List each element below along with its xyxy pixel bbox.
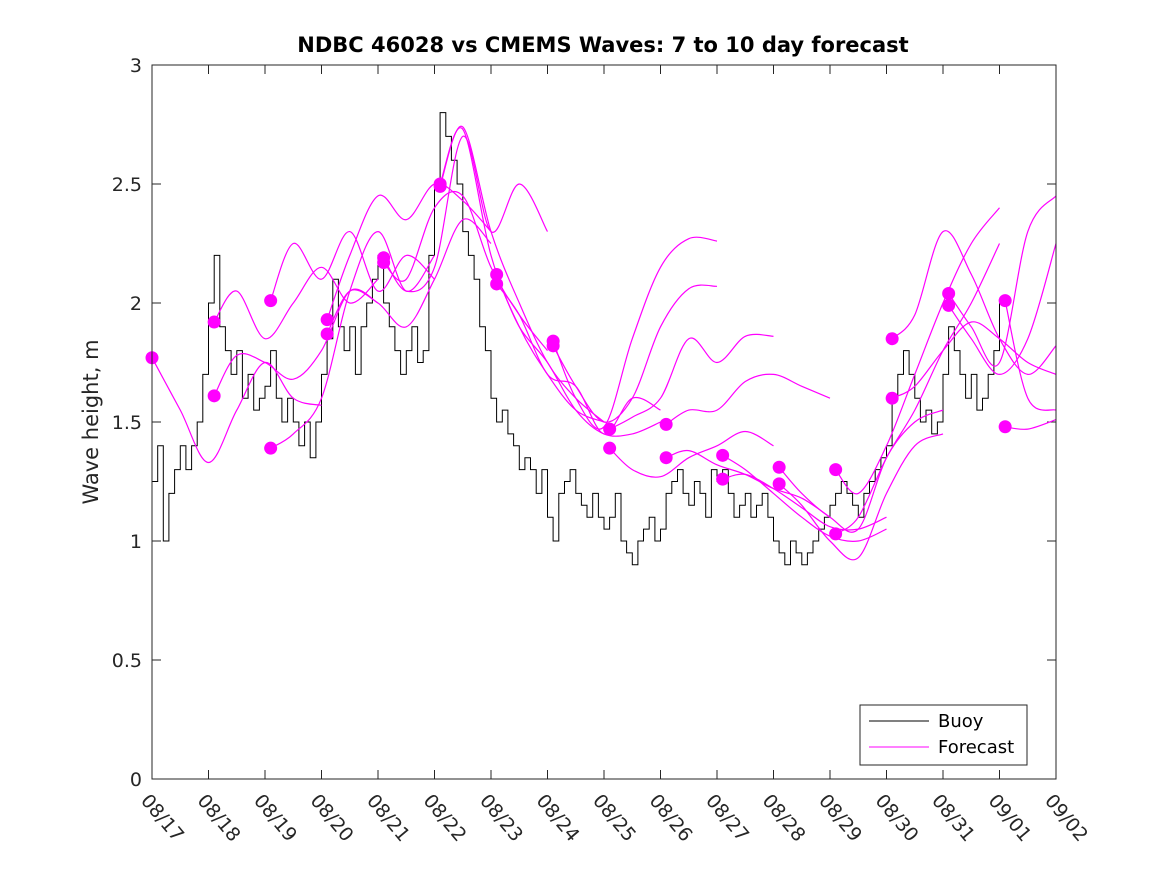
forecast-series-line-11 xyxy=(496,274,661,437)
forecast-start-marker-15 xyxy=(603,422,617,436)
forecast-start-marker-2 xyxy=(207,315,221,329)
y-tick-label: 1.5 xyxy=(112,412,142,434)
forecast-start-marker-19 xyxy=(716,448,730,462)
forecast-series-line-28 xyxy=(948,243,1057,376)
forecast-series-line-19 xyxy=(722,454,887,542)
forecast-start-marker-24 xyxy=(829,527,843,541)
y-tick-label: 0.5 xyxy=(112,650,142,672)
forecast-series-line-23 xyxy=(835,207,1000,495)
y-tick-label: 2 xyxy=(130,293,142,315)
forecast-series-line-0 xyxy=(151,357,322,464)
forecast-start-marker-8 xyxy=(377,256,391,270)
legend-box xyxy=(859,704,1028,766)
series-layer xyxy=(145,112,1057,566)
forecast-series-line-7 xyxy=(383,135,549,293)
forecast-series-line-5 xyxy=(326,182,492,320)
forecast-start-marker-16 xyxy=(603,441,617,455)
forecast-series-line-22 xyxy=(778,433,944,561)
forecast-series-line-21 xyxy=(778,409,944,533)
forecast-start-marker-10 xyxy=(433,177,447,191)
forecast-series-line-13 xyxy=(552,236,718,430)
legend-forecast-label: Forecast xyxy=(938,737,1014,758)
forecast-series-line-25 xyxy=(891,230,1057,375)
forecast-series-line-16 xyxy=(609,430,774,478)
y-axis-label: Wave height, m xyxy=(79,339,103,504)
forecast-start-marker-17 xyxy=(659,417,673,431)
forecast-series-line-29 xyxy=(1004,300,1057,411)
forecast-series-line-14 xyxy=(552,284,718,423)
forecast-start-marker-12 xyxy=(490,277,504,291)
forecast-start-marker-20 xyxy=(716,472,730,486)
y-tick-label: 2.5 xyxy=(112,174,142,196)
plot-frame xyxy=(151,64,1057,780)
forecast-start-marker-5 xyxy=(320,313,334,327)
legend: Buoy Forecast xyxy=(859,704,1028,766)
forecast-start-marker-3 xyxy=(264,294,278,308)
buoy-series-line xyxy=(152,112,1006,566)
forecast-series-line-2 xyxy=(213,266,379,340)
forecast-start-marker-30 xyxy=(998,420,1012,434)
forecast-start-marker-6 xyxy=(320,327,334,341)
forecast-start-marker-1 xyxy=(207,389,221,403)
forecast-series-line-6 xyxy=(326,218,492,335)
forecast-series-line-15 xyxy=(609,333,774,430)
forecast-series-line-27 xyxy=(948,195,1057,367)
y-axis: 0 0.5 1 1.5 2 2.5 3 xyxy=(112,55,1056,791)
forecast-start-marker-4 xyxy=(264,441,278,455)
forecast-series-line-24 xyxy=(835,243,1001,535)
forecast-start-marker-18 xyxy=(659,451,673,465)
y-tick-label: 3 xyxy=(130,55,142,77)
y-tick-label: 0 xyxy=(130,769,142,791)
forecast-start-marker-14 xyxy=(546,339,560,353)
forecast-start-marker-26 xyxy=(885,391,899,405)
y-tick-label: 1 xyxy=(130,531,142,553)
forecast-start-marker-27 xyxy=(942,286,956,300)
forecast-start-marker-28 xyxy=(942,298,956,312)
forecast-series-line-17 xyxy=(665,373,831,425)
forecast-start-marker-25 xyxy=(885,332,899,346)
forecast-start-marker-21 xyxy=(772,460,786,474)
forecast-series-line-3 xyxy=(270,231,435,301)
forecast-start-marker-29 xyxy=(998,294,1012,308)
forecast-series-line-26 xyxy=(891,321,1057,399)
chart-title: NDBC 46028 vs CMEMS Waves: 7 to 10 day f… xyxy=(297,33,908,57)
forecast-start-marker-22 xyxy=(772,477,786,491)
forecast-start-marker-23 xyxy=(829,463,843,477)
legend-buoy-label: Buoy xyxy=(938,711,984,732)
forecast-start-marker-11 xyxy=(490,267,504,281)
